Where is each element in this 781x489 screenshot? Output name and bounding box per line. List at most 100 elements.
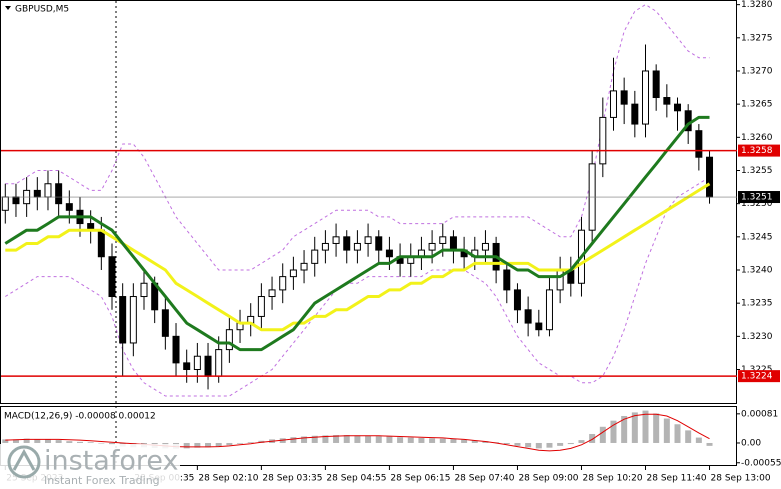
candle-body [706, 156, 714, 198]
candle-body [204, 355, 212, 377]
macd-bar [205, 442, 212, 448]
candle-body [12, 196, 20, 205]
macd-bar [610, 420, 617, 443]
candle-body [161, 309, 169, 337]
macd-bar [578, 440, 585, 443]
macd-bar [653, 413, 660, 443]
candle-body [503, 269, 511, 291]
candle-body [631, 103, 639, 125]
candle-body [481, 242, 489, 251]
macd-bar [418, 437, 425, 443]
candle-body [439, 236, 447, 244]
macd-bar [365, 435, 372, 443]
candle-body [674, 103, 682, 112]
macd-bar [589, 433, 596, 443]
x-tick-label: 28 Sep 06:15 [390, 474, 450, 484]
macd-bar [397, 437, 404, 443]
macd-bar [44, 439, 51, 443]
level-label-box [738, 370, 780, 383]
macd-y-tick-label: 0.00 [741, 438, 761, 448]
candle-body [279, 276, 287, 291]
macd-bar [34, 439, 41, 443]
last-price-box [738, 191, 780, 204]
candle-body [44, 183, 52, 198]
candle-body [55, 183, 63, 205]
macd-bar [663, 418, 670, 443]
macd-bar [471, 440, 478, 443]
candle-body [353, 242, 361, 251]
candle-body [193, 355, 201, 371]
candle-body [695, 130, 703, 158]
candle-body [65, 203, 73, 211]
macd-bar [557, 442, 564, 446]
candle-body [663, 97, 671, 105]
candle-body [556, 269, 564, 291]
macd-bar [183, 442, 190, 449]
candle-body [524, 309, 532, 324]
candle-body [1, 196, 9, 211]
macd-bar [109, 442, 115, 445]
macd-bar [631, 412, 638, 443]
x-tick-label: 28 Sep 10:20 [582, 474, 642, 484]
macd-bar [290, 437, 297, 443]
y-tick-label: 1.3225 [741, 365, 773, 375]
last-price-label: 1.3251 [741, 193, 773, 203]
macd-y-tick-label: -0.00055 [741, 458, 781, 468]
x-tick-label: 28 Sep 03:35 [262, 474, 322, 484]
x-tick-label: 28 Sep 07:40 [454, 474, 514, 484]
x-tick-label: 28 Sep 02:10 [198, 474, 258, 484]
macd-bar [642, 410, 649, 443]
candle-body [428, 242, 436, 251]
watermark-logo-mark [12, 448, 36, 471]
watermark-logo [7, 445, 41, 479]
candle-body [385, 249, 393, 258]
candle-body [535, 322, 543, 331]
candle-body [449, 236, 457, 251]
candle-body [119, 296, 127, 344]
macd-bar [407, 437, 414, 443]
y-tick-label: 1.3270 [741, 66, 773, 76]
macd-bar [599, 426, 606, 443]
macd-frame [0, 406, 737, 466]
macd-bar [525, 442, 532, 448]
candle-body [172, 335, 180, 364]
macd-bar [76, 441, 83, 443]
y-tick-label: 1.3260 [741, 133, 773, 143]
candle-body [599, 116, 607, 165]
macd-signal [5, 413, 710, 452]
macd-title: MACD(12,26,9) -0.00008 0.00012 [4, 412, 156, 422]
macd-bar [375, 436, 382, 443]
macd-bar [87, 442, 94, 443]
watermark-tagline: Instant Forex Trading [44, 474, 160, 487]
macd-bar [621, 415, 628, 443]
macd-bar [685, 430, 692, 443]
x-tick-label: 28 Sep 13:00 [711, 474, 771, 484]
candle-body [33, 189, 41, 198]
macd-bar [354, 435, 361, 443]
macd-bar [461, 439, 468, 443]
watermark: instaforex Instant Forex Trading [0, 444, 180, 489]
candle-body [257, 296, 265, 317]
y-tick-label: 1.3240 [741, 265, 773, 275]
candle-body [268, 289, 276, 298]
candle-body [652, 70, 660, 99]
candle-body [140, 282, 148, 298]
macd-bar [482, 441, 489, 443]
symbol-arrow [5, 6, 11, 10]
candle-body [620, 90, 628, 105]
candle-body [609, 90, 617, 118]
candle-body [321, 242, 329, 251]
macd-bar [567, 442, 574, 445]
candle-body [129, 296, 137, 344]
level-label: 1.3224 [741, 372, 773, 382]
candle-body [545, 289, 553, 331]
macd-bar [12, 439, 19, 443]
y-tick-label: 1.3280 [741, 0, 773, 10]
price-frame [0, 0, 737, 404]
y-tick-label: 1.3275 [741, 33, 773, 43]
moving-average [4, 115, 710, 352]
macd-bar [322, 435, 329, 443]
candle-body [513, 289, 521, 311]
macd-bar [343, 435, 350, 443]
macd-bar [450, 439, 457, 443]
